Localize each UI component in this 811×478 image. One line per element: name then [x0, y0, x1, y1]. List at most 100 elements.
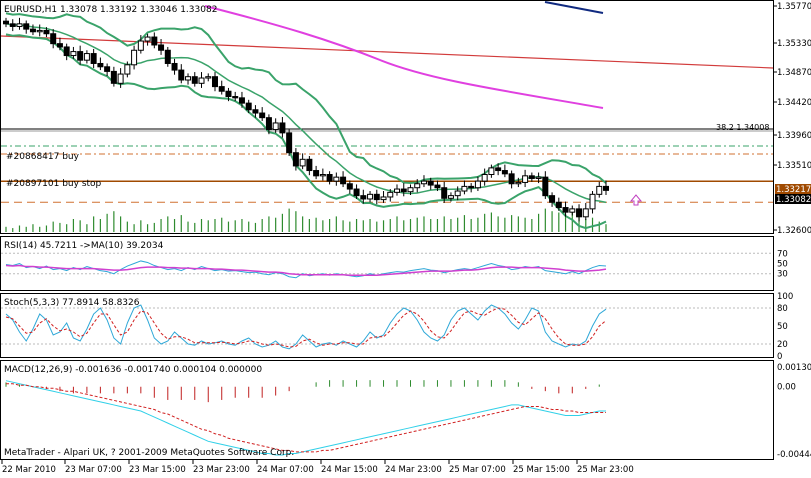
- candle-body: [360, 195, 367, 200]
- candle: [394, 184, 401, 196]
- candle-body: [292, 152, 299, 167]
- candle: [306, 156, 313, 176]
- candle: [576, 204, 583, 222]
- candle-body: [124, 64, 131, 75]
- candle: [144, 33, 151, 46]
- candle: [508, 170, 515, 189]
- candle: [319, 168, 326, 181]
- stoch-panel-frame[interactable]: [0, 293, 774, 358]
- candle: [36, 24, 43, 37]
- x-tick-label: 22 Mar 2010: [2, 465, 56, 475]
- candle-body: [137, 40, 144, 51]
- candle: [279, 117, 286, 138]
- candle-body: [232, 96, 239, 99]
- candle-body: [528, 175, 535, 179]
- candle: [427, 177, 434, 190]
- candle-body: [535, 176, 542, 179]
- candle: [434, 180, 441, 192]
- macd-panel-frame[interactable]: [0, 360, 774, 460]
- candle: [137, 35, 144, 54]
- macd-y-tick-label: 0.001305: [777, 363, 811, 373]
- macd-signal-line: [6, 383, 606, 453]
- candle-body: [117, 73, 124, 84]
- candle-body: [83, 53, 90, 61]
- candle: [461, 180, 468, 195]
- y-axis: 1.35770 1.35330 1.34870 1.34420 1.33960 1.335…: [773, 2, 811, 460]
- candle-body: [252, 109, 259, 114]
- macd-y-tick-label: 0.00: [777, 383, 796, 393]
- bollinger-lower: [5, 33, 607, 230]
- order-buy-label: #20868417 buy: [6, 152, 80, 162]
- candle: [441, 181, 448, 203]
- candle-body: [333, 176, 340, 182]
- candle: [178, 64, 185, 84]
- candle-body: [56, 43, 63, 48]
- candle-body: [16, 23, 23, 27]
- candle: [474, 176, 481, 192]
- candle: [454, 186, 461, 201]
- candle-body: [549, 195, 556, 203]
- candle-body: [205, 76, 212, 79]
- candle-body: [272, 122, 279, 131]
- candle: [205, 73, 212, 82]
- candle-body: [569, 208, 576, 213]
- candle-body: [313, 170, 320, 177]
- price-box-last-text: 1.33082: [776, 195, 811, 205]
- candle: [252, 105, 259, 118]
- candle-body: [387, 191, 394, 198]
- candle: [259, 107, 266, 121]
- candle-body: [394, 188, 401, 193]
- candle: [164, 46, 171, 67]
- candle: [97, 57, 104, 71]
- candle: [104, 63, 111, 77]
- candle: [353, 184, 360, 199]
- macd-title: MACD(12,26,9) -0.001636 -0.001740 0.0001…: [4, 365, 262, 375]
- candle-body: [427, 180, 434, 186]
- candle: [380, 191, 387, 203]
- candle-body: [603, 185, 609, 191]
- candle-body: [367, 193, 374, 200]
- candle-body: [522, 175, 529, 183]
- rsi-panel-frame[interactable]: [0, 236, 774, 291]
- candle: [562, 201, 569, 217]
- candle: [468, 183, 475, 193]
- rsi-y-tick-label: 50: [777, 260, 788, 270]
- y-tick-label: 1.33960: [777, 131, 811, 141]
- candle: [373, 189, 380, 205]
- candle-body: [151, 36, 158, 46]
- candle-body: [400, 188, 407, 193]
- price-box-order-text: 1.33217: [776, 185, 811, 195]
- candle: [232, 91, 239, 102]
- candle: [16, 17, 23, 30]
- candle: [110, 66, 117, 87]
- rsi-ma-line: [5, 264, 607, 276]
- x-tick-label: 23 Mar 23:00: [193, 465, 250, 475]
- candle: [151, 32, 158, 49]
- x-tick-label: 24 Mar 23:00: [385, 465, 442, 475]
- candle: [158, 39, 165, 55]
- candle-body: [36, 29, 43, 33]
- stoch-main-line: [5, 304, 607, 350]
- candle-body: [461, 185, 468, 192]
- ma-magenta-line: [204, 5, 604, 109]
- candle: [501, 164, 508, 178]
- candle-body: [508, 173, 515, 185]
- y-tick-label: 1.33510: [777, 161, 811, 171]
- candle-body: [178, 69, 185, 81]
- candle: [131, 45, 138, 70]
- candle-body: [110, 70, 117, 84]
- candle: [83, 50, 90, 64]
- candle: [90, 48, 97, 69]
- y-tick-label: 1.34420: [777, 98, 811, 108]
- main-panel-frame[interactable]: [0, 0, 774, 234]
- candle: [420, 175, 427, 188]
- candle-body: [414, 183, 421, 189]
- candle: [185, 73, 192, 85]
- rsi-layer: [1, 252, 773, 279]
- candle: [387, 189, 394, 202]
- candle-body: [218, 86, 225, 92]
- candle-body: [447, 195, 454, 199]
- candle: [549, 192, 556, 207]
- stoch-signal-line: [5, 307, 607, 348]
